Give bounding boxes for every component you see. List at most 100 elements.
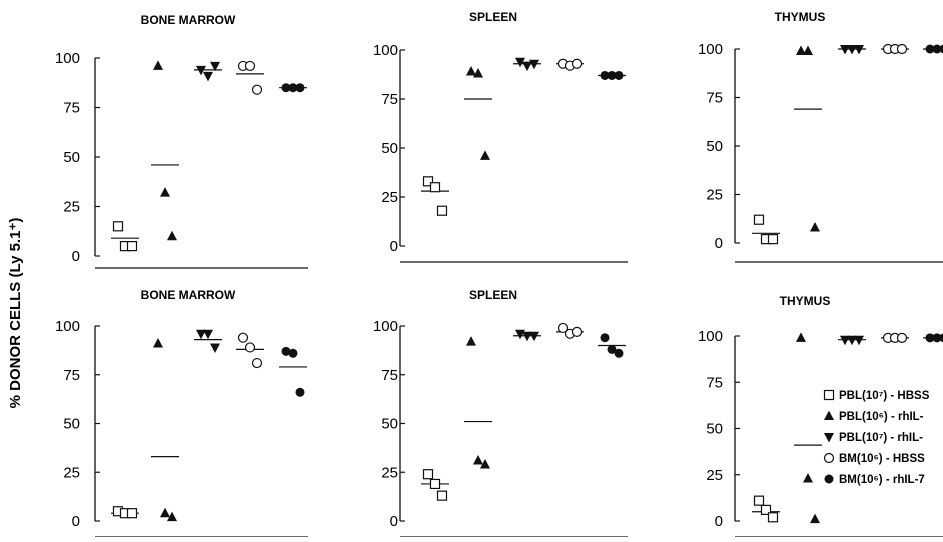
y-tick-label: 0	[390, 513, 398, 530]
legend: PBL(10⁷) - HBSS PBL(10⁶) - rhIL- PBL(10⁷) …	[824, 390, 930, 486]
data-point	[522, 62, 532, 72]
data-point	[210, 343, 220, 353]
y-tick-label: 100	[55, 50, 80, 67]
y-tick-label: 0	[715, 513, 723, 530]
legend-item: PBL(10⁶) - rhIL-	[824, 411, 924, 424]
data-point	[438, 206, 447, 215]
data-point	[755, 215, 764, 224]
group-triangle-down	[838, 45, 866, 55]
y-tick-label: 50	[706, 421, 723, 438]
data-point	[615, 71, 624, 80]
legend-label: PBL(10⁷) - rhIL-	[839, 432, 923, 444]
data-point	[466, 336, 476, 346]
data-point	[480, 150, 490, 160]
y-tick-label: 25	[706, 467, 723, 484]
group-circle-filled	[923, 333, 943, 342]
legend-item: PBL(10⁷) - rhIL-	[824, 432, 923, 444]
y-tick-label: 75	[381, 91, 398, 108]
y-tick-label: 50	[63, 416, 80, 433]
data-point	[153, 338, 163, 348]
group-square-open	[421, 177, 449, 215]
y-tick-label: 25	[706, 187, 723, 204]
y-tick-label: 25	[63, 464, 80, 481]
data-point	[246, 61, 255, 70]
legend-item: BM(10⁶) - HBSS	[825, 453, 926, 465]
data-point	[466, 66, 476, 76]
group-square-open	[752, 215, 780, 243]
data-point	[810, 514, 820, 524]
y-tick-label: 100	[373, 318, 398, 335]
data-point	[114, 222, 123, 231]
panel-title: THYMUS	[775, 10, 826, 24]
group-triangle-down	[513, 330, 541, 341]
y-tick-label: 75	[706, 90, 723, 107]
data-point	[898, 333, 907, 342]
y-tick-label: 75	[63, 367, 80, 384]
group-triangle-up	[464, 66, 492, 160]
data-point	[246, 343, 255, 352]
legend-label: BM(10⁶) - rhIL-7	[839, 474, 925, 486]
group-circle-open	[556, 59, 584, 70]
group-circle-open	[881, 333, 909, 342]
group-triangle-down	[838, 336, 866, 346]
data-point	[296, 388, 305, 397]
y-tick-label: 75	[706, 374, 723, 391]
data-point	[573, 59, 582, 68]
data-point	[803, 45, 813, 55]
y-tick-label: 0	[72, 513, 80, 530]
data-point	[573, 327, 582, 336]
panel-title: SPLEEN	[469, 10, 517, 24]
y-tick-label: 75	[63, 100, 80, 117]
y-tick-label: 0	[72, 248, 80, 265]
data-point	[289, 349, 298, 358]
data-point	[755, 496, 764, 505]
data-point	[160, 508, 170, 518]
y-tick-label: 25	[381, 189, 398, 206]
group-square-open	[421, 470, 449, 500]
data-point	[769, 235, 778, 244]
group-circle-filled	[279, 347, 307, 397]
panel-title: SPLEEN	[469, 288, 517, 302]
data-point	[239, 333, 248, 342]
y-tick-label: 100	[55, 318, 80, 335]
y-tick-label: 0	[715, 235, 723, 252]
y-tick-label: 75	[381, 367, 398, 384]
data-point	[615, 349, 624, 358]
data-point	[160, 187, 170, 197]
data-point	[529, 332, 539, 342]
data-point	[203, 72, 213, 82]
data-point	[898, 45, 907, 54]
panel-title: BONE MARROW	[141, 288, 236, 302]
y-tick-label: 50	[706, 138, 723, 155]
group-circle-open	[881, 45, 909, 54]
y-tick-label: 100	[698, 41, 723, 58]
legend-marker	[824, 411, 834, 421]
data-point	[803, 473, 813, 483]
y-tick-label: 100	[698, 328, 723, 345]
data-point	[810, 222, 820, 232]
group-circle-filled	[598, 71, 626, 80]
y-tick-label: 50	[381, 416, 398, 433]
legend-label: PBL(10⁶) - rhIL-	[839, 411, 924, 423]
data-point	[431, 183, 440, 192]
y-tick-label: 25	[381, 464, 398, 481]
legend-label: PBL(10⁷) - HBSS	[839, 390, 930, 402]
data-point	[167, 231, 177, 241]
data-point	[296, 83, 305, 92]
group-circle-open	[556, 323, 584, 338]
group-triangle-down	[194, 330, 222, 353]
data-point	[769, 513, 778, 522]
group-circle-filled	[923, 45, 943, 54]
data-point	[253, 85, 262, 94]
legend-label: BM(10⁶) - HBSS	[839, 453, 925, 465]
group-triangle-up	[151, 338, 179, 521]
data-point	[854, 45, 864, 55]
panel-4: BONE MARROW 0 25 50 75 100	[55, 288, 308, 537]
y-tick-label: 100	[373, 42, 398, 59]
group-triangle-down	[194, 62, 222, 81]
data-point	[153, 60, 163, 70]
data-point	[473, 455, 483, 465]
data-point	[854, 336, 864, 346]
